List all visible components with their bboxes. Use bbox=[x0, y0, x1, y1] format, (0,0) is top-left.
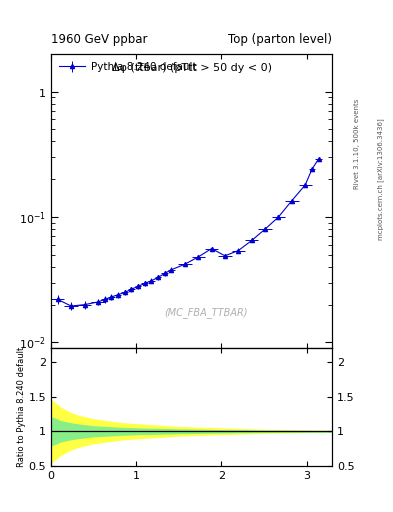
Y-axis label: Ratio to Pythia 8.240 default: Ratio to Pythia 8.240 default bbox=[17, 347, 26, 467]
Legend: Pythia 8.240 default: Pythia 8.240 default bbox=[56, 59, 199, 75]
Text: 1960 GeV ppbar: 1960 GeV ppbar bbox=[51, 33, 148, 46]
Text: Δφ (tt̅bar) (pTtt > 50 dy < 0): Δφ (tt̅bar) (pTtt > 50 dy < 0) bbox=[112, 62, 272, 73]
Text: Top (parton level): Top (parton level) bbox=[228, 33, 332, 46]
Text: (MC_FBA_TTBAR): (MC_FBA_TTBAR) bbox=[164, 307, 247, 318]
Text: Rivet 3.1.10, 500k events: Rivet 3.1.10, 500k events bbox=[354, 98, 360, 188]
Text: mcplots.cern.ch [arXiv:1306.3436]: mcplots.cern.ch [arXiv:1306.3436] bbox=[377, 118, 384, 240]
